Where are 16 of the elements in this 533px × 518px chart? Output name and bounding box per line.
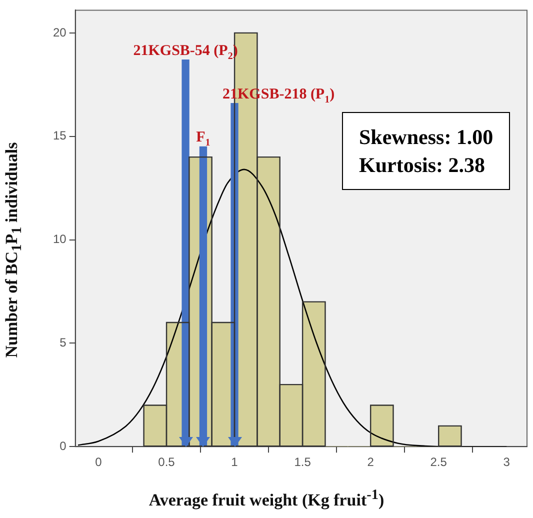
stats-box: Skewness: 1.00 Kurtosis: 2.38 <box>342 112 510 190</box>
y-tick-label: 0 <box>60 438 67 453</box>
x-tick-label: 0 <box>95 455 102 470</box>
y-tick-label: 15 <box>52 128 67 143</box>
x-axis-title: Average fruit weight (Kg fruit$^{-1}$) <box>148 487 386 511</box>
y-tick-label: 10 <box>52 232 67 246</box>
x-tick-label: 3 <box>503 455 510 470</box>
x-tick-label: 1 <box>231 455 238 470</box>
x-tick-label: 2 <box>367 455 374 470</box>
x-tick-label: 0.5 <box>158 455 176 470</box>
y-tick-label: 5 <box>60 336 67 350</box>
annotation: Skewness: 1.00 <box>359 124 494 151</box>
x-tick-label: 2.5 <box>430 455 448 470</box>
y-tick-label: 20 <box>52 25 67 40</box>
annotation: Kurtosis: 2.38 <box>359 152 486 179</box>
x-tick-label: 1.5 <box>294 455 312 470</box>
